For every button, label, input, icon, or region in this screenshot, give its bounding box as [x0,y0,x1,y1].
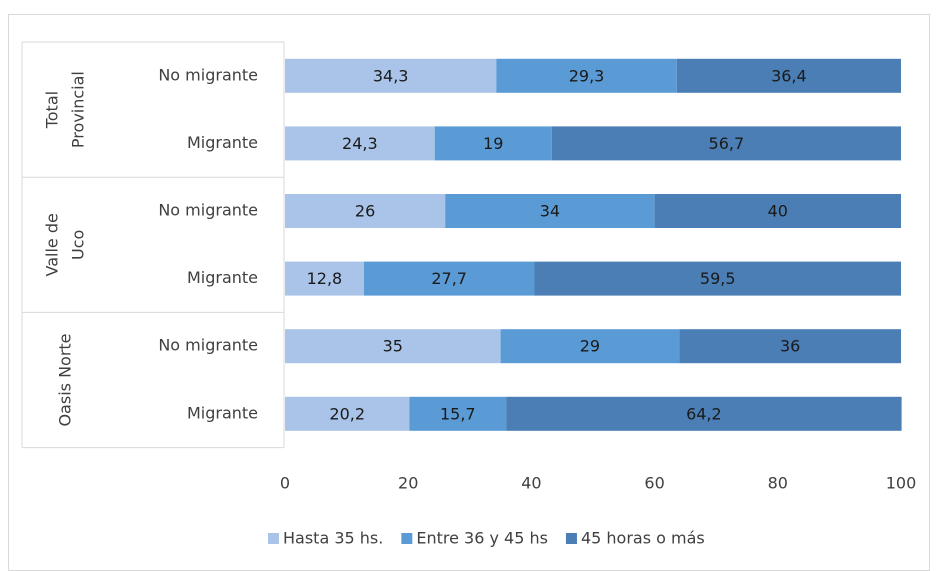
bar-segment [434,126,552,161]
bar-segment [363,261,535,296]
bar-segment [409,396,507,431]
value-label: 40 [768,202,788,221]
value-label: 29,3 [569,66,605,85]
bar-segment [679,329,901,364]
value-label: 36 [780,337,800,356]
legend-label: 45 horas o más [581,529,705,548]
bar-segment [551,126,901,161]
group-label: Valle de [43,213,62,276]
x-tick-label: 0 [280,474,290,493]
category-label: No migrante [158,201,258,220]
group-label: Total [43,91,62,129]
x-tick-label: 40 [521,474,541,493]
category-label: Migrante [187,133,258,152]
value-label: 15,7 [440,404,476,423]
value-label: 19 [483,134,503,153]
bar-segment [285,58,497,93]
value-label: 12,8 [307,269,343,288]
legend-swatch [401,533,413,544]
category-label: No migrante [158,336,258,355]
value-label: 20,2 [329,404,365,423]
bar-segment [285,261,364,296]
bar-segment [496,58,677,93]
value-label: 24,3 [342,134,378,153]
legend-label: Entre 36 y 45 hs [416,529,548,548]
bar-segment [285,194,446,228]
value-label: 34 [540,202,560,221]
x-tick-label: 20 [398,474,418,493]
group-label: Oasis Norte [56,333,75,426]
x-tick-label: 100 [886,474,917,493]
value-label: 34,3 [373,66,409,85]
group-label: Provincial [69,71,88,148]
bar-segment [506,396,902,431]
value-label: 27,7 [431,269,467,288]
bar-segment [676,58,901,93]
bar-segment [500,329,680,364]
bar-segment [285,329,501,364]
category-label: Migrante [187,403,258,422]
legend-swatch [565,533,577,544]
value-label: 36,4 [771,66,807,85]
bar-segment [534,261,901,296]
value-label: 26 [355,202,375,221]
value-label: 56,7 [709,134,745,153]
bar-segment [285,396,410,431]
x-tick-label: 80 [768,474,788,493]
bar-segment [285,126,435,161]
bar-segment [654,194,901,228]
category-label: Migrante [187,268,258,287]
legend-label: Hasta 35 hs. [283,529,383,548]
group-label: Uco [69,230,88,260]
bar-segment [445,194,655,228]
value-label: 64,2 [686,404,722,423]
category-label: No migrante [158,65,258,84]
value-label: 59,5 [700,269,736,288]
legend-swatch [268,533,279,544]
value-label: 29 [580,337,600,356]
value-label: 35 [383,337,403,356]
x-tick-label: 60 [644,474,664,493]
